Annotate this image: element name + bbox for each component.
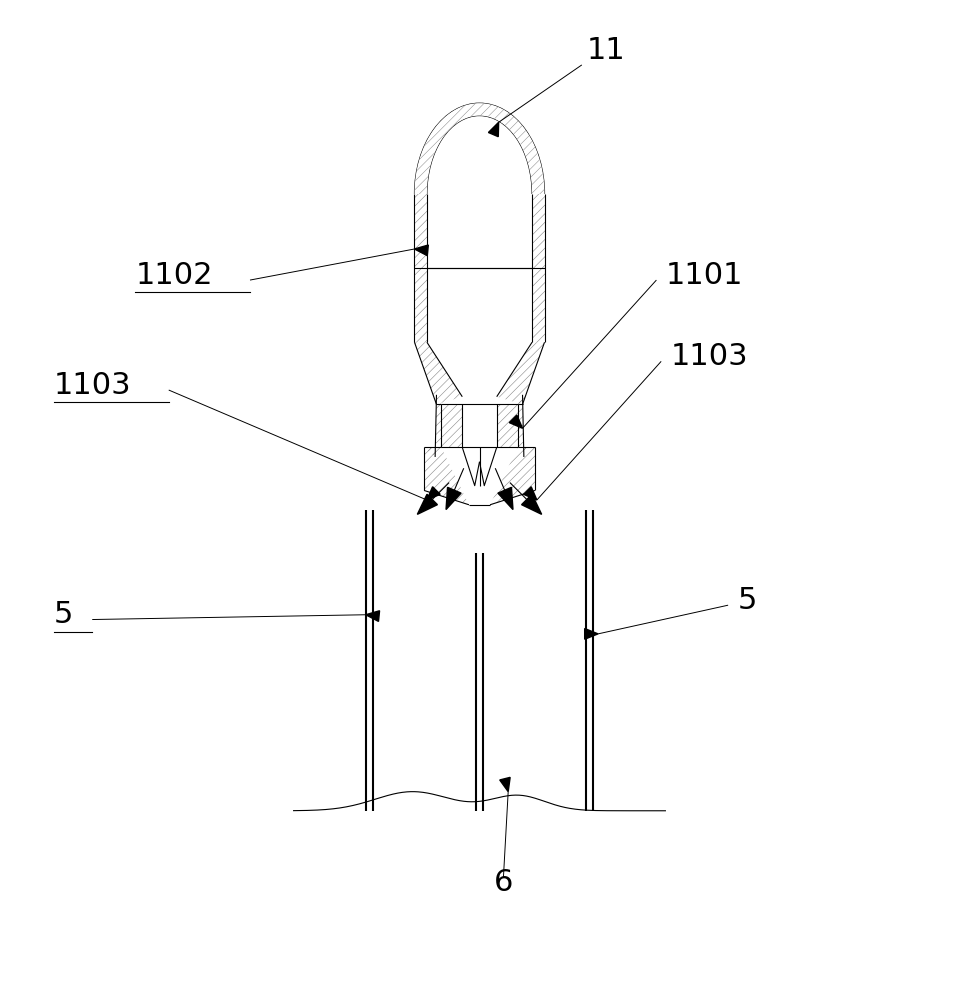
PathPatch shape: [424, 395, 441, 457]
Polygon shape: [365, 611, 380, 621]
Text: 5: 5: [54, 600, 73, 629]
Text: 1102: 1102: [135, 261, 213, 290]
PathPatch shape: [532, 194, 545, 342]
PathPatch shape: [497, 342, 545, 404]
Text: 1103: 1103: [670, 342, 748, 371]
PathPatch shape: [497, 404, 518, 447]
PathPatch shape: [441, 404, 462, 447]
Polygon shape: [446, 487, 461, 510]
Polygon shape: [417, 494, 437, 514]
PathPatch shape: [424, 447, 469, 505]
Polygon shape: [522, 494, 542, 514]
Polygon shape: [498, 487, 513, 510]
Polygon shape: [509, 415, 523, 428]
Text: 1103: 1103: [54, 371, 131, 400]
Text: 6: 6: [494, 868, 513, 897]
PathPatch shape: [414, 103, 545, 194]
PathPatch shape: [414, 342, 462, 404]
PathPatch shape: [518, 395, 535, 457]
Polygon shape: [427, 487, 440, 500]
Polygon shape: [585, 629, 598, 639]
PathPatch shape: [414, 194, 427, 342]
Text: 11: 11: [587, 36, 625, 65]
Text: 5: 5: [737, 586, 757, 615]
Polygon shape: [500, 777, 510, 792]
PathPatch shape: [490, 447, 535, 505]
Polygon shape: [488, 122, 499, 137]
Text: 1101: 1101: [666, 261, 743, 290]
Polygon shape: [524, 487, 537, 500]
Polygon shape: [414, 245, 429, 256]
